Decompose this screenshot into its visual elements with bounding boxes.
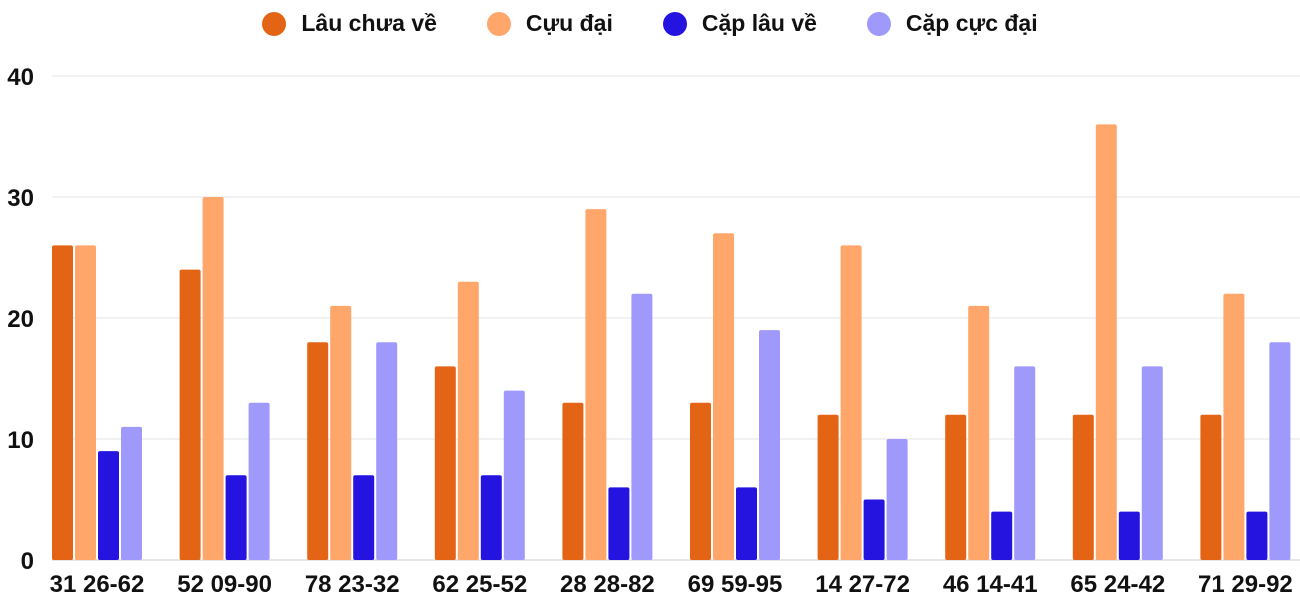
legend-item: Lâu chưa về [262,10,437,37]
bar [991,511,1013,560]
legend-swatch [486,11,511,36]
bar [1095,124,1117,561]
bar [690,402,711,560]
x-tick-label: 69 59-95 [688,571,783,598]
bar [968,305,990,560]
legend-swatch [262,11,287,36]
legend-item: Cặp lâu về [662,10,817,37]
legend-swatch [662,11,687,36]
bar [248,402,270,560]
bar [179,269,201,560]
bar [353,475,375,560]
y-tick-label: 30 [7,185,34,212]
legend-label: Lâu chưa về [301,10,437,36]
y-tick-label: 10 [7,427,34,454]
x-tick-label: 31 26-62 [50,571,145,598]
x-tick-label: 46 14-41 [943,571,1038,598]
x-tick-label: 62 25-52 [432,571,527,598]
bar [503,390,525,560]
bar [585,209,607,560]
legend-item: Cặp cực đại [866,10,1038,37]
bar [759,330,780,560]
bar [886,439,908,560]
bar [945,414,967,560]
bar [1141,366,1163,560]
bar [202,197,224,560]
bar [52,245,73,560]
bar [330,305,352,560]
x-tick-label: 14 27-72 [815,571,910,598]
legend: Lâu chưa về Cựu đại Cặp lâu về Cặp cực đại [0,10,1300,37]
bar [817,414,839,560]
bar [562,402,584,560]
legend-label: Cựu đại [525,10,613,36]
bar [376,342,398,560]
bar [480,475,502,560]
bar [98,451,119,560]
y-tick-label: 40 [7,64,34,91]
x-tick-label: 65 24-42 [1070,571,1165,598]
bar [631,293,653,560]
legend-label: Cặp lâu về [701,10,817,36]
x-tick-label: 52 09-90 [177,571,272,598]
bar [1246,511,1268,560]
bar [1269,342,1291,560]
bar [1118,511,1140,560]
bar [736,487,757,560]
bar [75,245,96,560]
bar [1014,366,1036,560]
bar [713,233,734,561]
y-tick-label: 20 [7,306,34,333]
bar [225,475,247,560]
bar [434,366,456,560]
bar [1200,414,1222,560]
bar [863,499,885,560]
bar [1223,293,1245,560]
bar [608,487,630,560]
bar [457,281,479,560]
x-tick-label: 28 28-82 [560,571,655,598]
legend-item: Cựu đại [486,10,613,37]
bar [840,245,862,560]
x-tick-label: 78 23-32 [305,571,400,598]
legend-label: Cặp cực đại [905,10,1038,36]
x-tick-label: 71 29-92 [1198,571,1293,598]
legend-swatch [866,11,891,36]
bar [1072,414,1094,560]
bar [121,426,142,560]
bar [307,342,329,560]
y-tick-label: 0 [21,548,34,575]
